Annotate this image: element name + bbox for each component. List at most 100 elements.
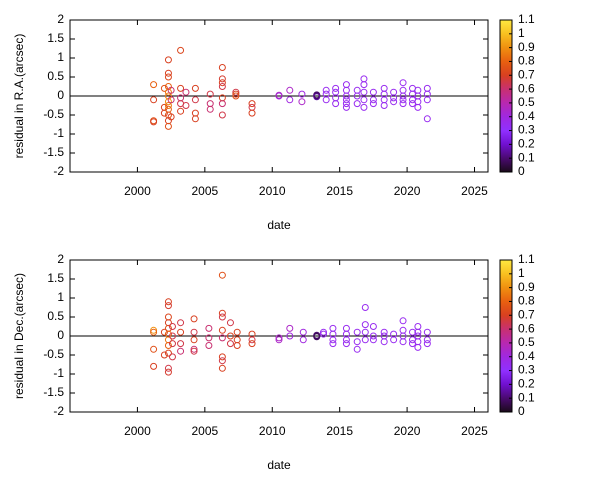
colorbar-tick-label: 1.1 [518, 12, 535, 26]
point [218, 309, 226, 317]
point [342, 81, 350, 89]
point [248, 100, 256, 108]
point [380, 96, 388, 104]
point [361, 304, 369, 311]
point [206, 90, 214, 98]
point [206, 105, 214, 113]
point [369, 100, 377, 108]
point [218, 353, 226, 361]
point [369, 96, 377, 104]
point [369, 88, 377, 96]
point [164, 102, 172, 109]
point [164, 298, 172, 306]
point [177, 340, 185, 348]
y-tick-label: 0.5 [47, 309, 64, 323]
point [361, 336, 369, 344]
point [218, 75, 226, 83]
point [191, 96, 199, 104]
point [399, 92, 407, 100]
point [369, 336, 377, 344]
point [168, 353, 176, 361]
point [182, 102, 190, 109]
point [177, 328, 185, 336]
point [164, 349, 172, 357]
point [275, 91, 283, 99]
point [167, 86, 175, 94]
point [342, 96, 350, 104]
point [160, 84, 168, 92]
point [299, 336, 307, 344]
point [353, 100, 361, 108]
y-tick-label: 0 [57, 88, 64, 102]
colorbar-tick-label: 0.9 [518, 40, 535, 54]
colorbar-tick-label: 0.2 [518, 377, 535, 391]
colorbar-tick-label: 0.5 [518, 335, 535, 349]
point [160, 328, 168, 336]
point [399, 338, 407, 346]
point [414, 338, 422, 346]
point [248, 109, 256, 117]
point [369, 332, 377, 340]
point [322, 86, 330, 94]
point [177, 319, 185, 327]
point [423, 336, 431, 344]
point [167, 96, 175, 104]
point [361, 328, 369, 336]
point [218, 334, 226, 342]
point [218, 64, 226, 71]
point [414, 323, 422, 330]
point [286, 86, 294, 94]
point [423, 328, 431, 336]
point [233, 336, 241, 344]
point [232, 88, 240, 96]
point [353, 92, 361, 100]
point [150, 81, 158, 89]
point [232, 92, 240, 100]
point [248, 336, 256, 344]
point [248, 340, 256, 348]
point [414, 86, 422, 94]
point [248, 103, 256, 111]
point [190, 315, 198, 323]
y-tick-label: 2 [57, 12, 64, 26]
x-tick-label: 2000 [124, 184, 151, 198]
point [177, 107, 185, 115]
point [164, 342, 172, 349]
point [380, 102, 388, 109]
x-tick-label: 2015 [326, 424, 353, 438]
point [342, 336, 350, 344]
point [332, 100, 340, 108]
y-tick-label: 1 [57, 290, 64, 304]
y-tick-label: -1 [53, 126, 64, 140]
colorbar-tick-label: 1 [518, 26, 525, 40]
point [164, 56, 172, 64]
colorbar-tick-label: 0.6 [518, 81, 535, 95]
point [399, 96, 407, 104]
colorbar-tick-label: 0.1 [518, 390, 535, 404]
x-tick-label: 2020 [394, 424, 421, 438]
point [399, 317, 407, 325]
x-tick-label: 2010 [259, 424, 286, 438]
x-tick-label: 2010 [259, 184, 286, 198]
colorbar-tick-label: 0.3 [518, 123, 535, 137]
colorbar-tick-label: 0.5 [518, 95, 535, 109]
point [414, 103, 422, 111]
y-tick-label: 0 [57, 328, 64, 342]
point [191, 84, 199, 92]
point [353, 345, 361, 353]
point [205, 342, 213, 349]
point [414, 328, 422, 336]
point [298, 98, 306, 106]
point [190, 347, 198, 355]
point [399, 79, 407, 87]
point [390, 98, 398, 106]
point [342, 324, 350, 332]
point [342, 340, 350, 348]
point [191, 115, 199, 123]
point [226, 340, 234, 348]
x-tick-label: 2005 [191, 424, 218, 438]
point [408, 328, 416, 336]
point [369, 323, 377, 330]
point [164, 364, 172, 372]
point [399, 100, 407, 108]
